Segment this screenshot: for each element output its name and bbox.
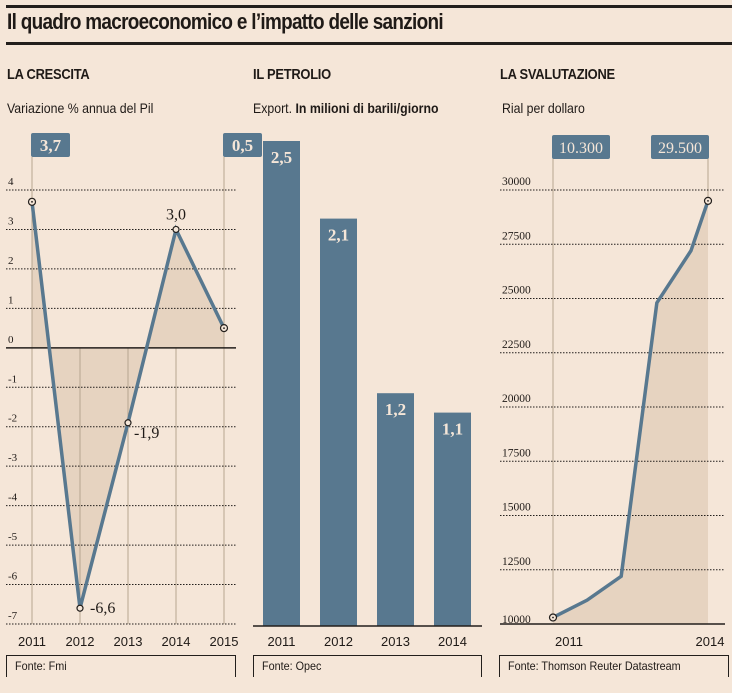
section-title-petrolio: IL PETROLIO bbox=[253, 66, 331, 83]
crescita-xtick-label: 2011 bbox=[18, 634, 46, 649]
svalutazione-area bbox=[553, 200, 708, 624]
svalutazione-ytick-label: 25000 bbox=[502, 285, 531, 297]
source-box-crescita: Fonte: Fmi bbox=[6, 655, 236, 677]
page-title: Il quadro macroeconomico e l’impatto del… bbox=[7, 9, 444, 34]
svalutazione-ytick-label: 22500 bbox=[502, 339, 531, 351]
svalutazione-point-dot bbox=[707, 199, 709, 202]
crescita-ytick-label: 3 bbox=[8, 215, 14, 227]
svalutazione-point-dot bbox=[552, 616, 554, 619]
svalutazione-ytick-label: 15000 bbox=[502, 502, 531, 514]
svalutazione-boxed-label-box bbox=[552, 135, 610, 159]
crescita-boxed-label-text: 0,5 bbox=[232, 136, 253, 155]
crescita-point-dot bbox=[31, 200, 33, 203]
petrolio-data-label: 2,1 bbox=[328, 226, 349, 245]
crescita-ytick-label: -3 bbox=[8, 452, 18, 464]
crescita-xtick-label: 2015 bbox=[210, 634, 239, 649]
crescita-xtick-label: 2012 bbox=[66, 634, 95, 649]
crescita-ytick-label: -6 bbox=[8, 571, 18, 583]
source-box-petrolio: Fonte: Opec bbox=[253, 655, 482, 677]
crescita-boxed-label-box bbox=[31, 133, 70, 157]
crescita-point-dot bbox=[223, 327, 225, 329]
crescita-point bbox=[172, 225, 180, 234]
petrolio-xtick-label: 2012 bbox=[324, 634, 353, 649]
source-petrolio: Fonte: Opec bbox=[262, 659, 322, 673]
svalutazione-xtick-label: 2011 bbox=[555, 634, 583, 649]
section-subtitle-petrolio: Export. In milioni di barili/giorno bbox=[253, 100, 439, 116]
crescita-boxed-label-text: 3,7 bbox=[40, 136, 62, 155]
svalutazione-ytick-label: 20000 bbox=[502, 393, 531, 405]
petrolio-data-label: 2,5 bbox=[271, 148, 292, 167]
petrolio-bar bbox=[434, 412, 471, 626]
petrolio-xtick-label: 2011 bbox=[268, 634, 296, 649]
crescita-xtick-label: 2014 bbox=[162, 634, 191, 649]
section-subtitle-svalutazione: Rial per dollaro bbox=[502, 100, 585, 116]
source-crescita: Fonte: Fmi bbox=[15, 659, 67, 673]
svalutazione-line bbox=[552, 200, 710, 620]
top-rule bbox=[6, 5, 732, 8]
crescita-data-label: -6,6 bbox=[90, 600, 115, 617]
svalutazione-ytick-label: 27500 bbox=[502, 230, 531, 242]
crescita-ytick-label: -2 bbox=[8, 413, 17, 425]
section-title-svalutazione: LA SVALUTAZIONE bbox=[500, 66, 615, 83]
crescita-ytick-label: 2 bbox=[8, 255, 14, 267]
petrolio-xtick-label: 2013 bbox=[381, 634, 410, 649]
crescita-data-label: -1,9 bbox=[134, 425, 159, 442]
crescita-point bbox=[76, 604, 84, 612]
crescita-ytick-label: -1 bbox=[8, 373, 17, 385]
crescita-ytick-label: -4 bbox=[8, 492, 18, 504]
petrolio-data-label: 1,2 bbox=[385, 400, 406, 419]
svalutazione-boxed-label-text: 10.300 bbox=[559, 140, 603, 157]
svalutazione-ytick-label: 30000 bbox=[502, 176, 531, 188]
svalutazione-boxed-label-box bbox=[651, 135, 709, 159]
svalutazione-boxed-label-text: 29.500 bbox=[658, 140, 702, 157]
crescita-data-label: 3,0 bbox=[166, 206, 186, 223]
section-title-crescita: LA CRESCITA bbox=[7, 66, 90, 83]
svalutazione-ytick-label: 17500 bbox=[502, 447, 531, 459]
crescita-ytick-label: -5 bbox=[8, 531, 18, 543]
section-subtitle-crescita: Variazione % annua del Pil bbox=[7, 100, 154, 116]
crescita-ytick-label: 4 bbox=[8, 176, 14, 188]
crescita-boxed-label-box bbox=[223, 133, 262, 157]
crescita-ytick-label: -7 bbox=[8, 610, 18, 622]
source-svalutazione: Fonte: Thomson Reuter Datastream bbox=[508, 659, 681, 673]
petrolio-xtick-label: 2014 bbox=[438, 634, 467, 649]
subtitle-plain: Export. bbox=[253, 100, 293, 116]
title-rule bbox=[6, 42, 732, 45]
subtitle-bold: In milioni di barili/giorno bbox=[295, 100, 439, 116]
svalutazione-ytick-label: 10000 bbox=[502, 614, 531, 626]
svalutazione-xtick-label: 2014 bbox=[696, 634, 725, 649]
petrolio-bar bbox=[320, 218, 357, 626]
crescita-point bbox=[124, 419, 132, 427]
petrolio-bar bbox=[263, 141, 300, 626]
svalutazione-ytick-label: 12500 bbox=[502, 556, 531, 568]
crescita-ytick-label: 0 bbox=[8, 334, 14, 346]
source-box-svalutazione: Fonte: Thomson Reuter Datastream bbox=[499, 655, 729, 677]
crescita-xtick-label: 2013 bbox=[114, 634, 143, 649]
crescita-ytick-label: 1 bbox=[8, 294, 14, 306]
petrolio-bar bbox=[377, 393, 414, 626]
petrolio-data-label: 1,1 bbox=[442, 420, 463, 439]
